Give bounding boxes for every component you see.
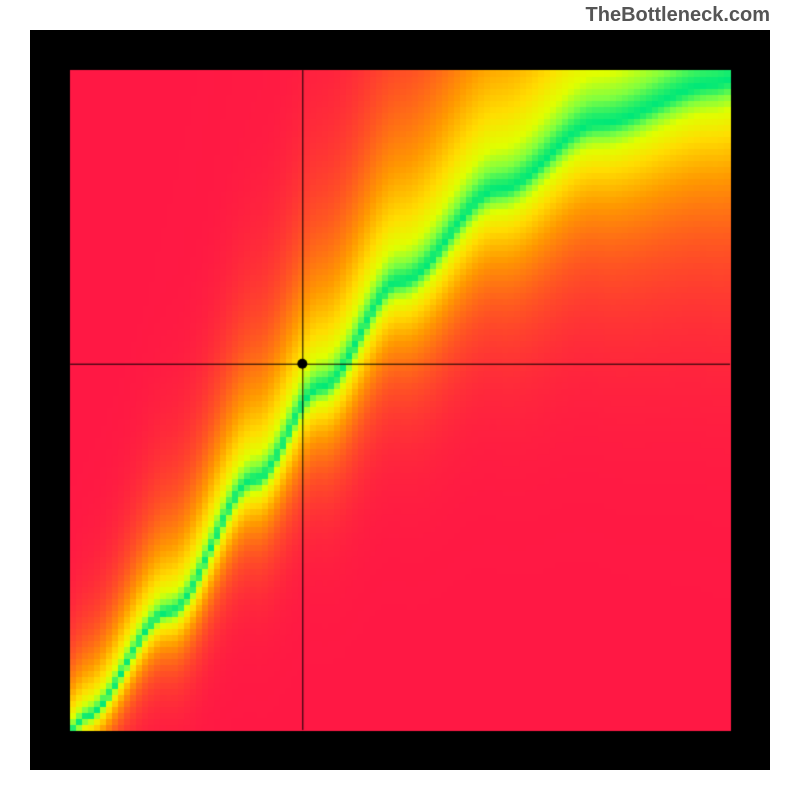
bottleneck-heatmap [30,30,770,770]
watermark-text: TheBottleneck.com [586,4,770,27]
crosshair-overlay [30,30,770,770]
